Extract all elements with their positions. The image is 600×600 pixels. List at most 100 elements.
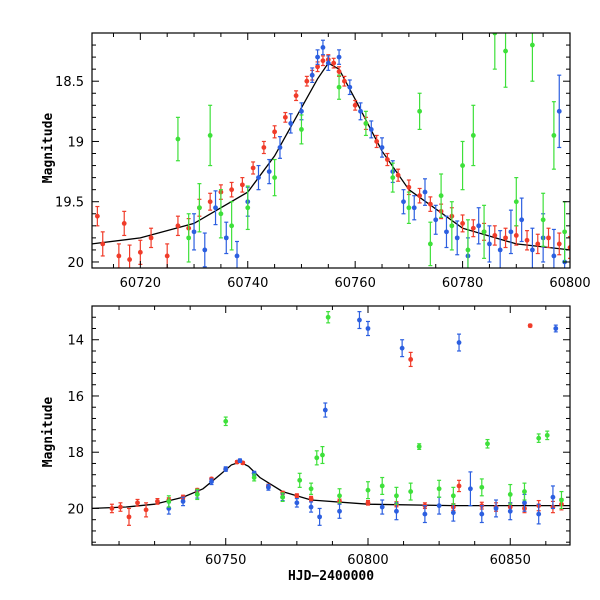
bottom-data-point xyxy=(479,511,485,517)
bottom-data-point xyxy=(317,514,323,520)
top-data-point xyxy=(444,229,449,235)
bottom-x-tick-label: 60850 xyxy=(490,553,531,568)
top-data-point xyxy=(519,217,525,223)
bottom-data-point xyxy=(337,508,342,514)
bottom-plot-frame xyxy=(91,305,571,546)
bottom-data-point xyxy=(522,489,527,494)
bottom-data-point xyxy=(479,484,485,490)
bottom-data-point xyxy=(155,499,160,504)
bottom-data-point xyxy=(365,500,371,506)
top-data-point xyxy=(121,221,127,226)
top-series-2 xyxy=(175,33,568,268)
top-data-point xyxy=(465,247,471,253)
bottom-data-point xyxy=(553,326,559,331)
top-model-curve xyxy=(92,62,570,251)
bottom-plot-area xyxy=(92,311,570,526)
top-data-point xyxy=(336,84,342,90)
top-data-point xyxy=(513,199,519,205)
top-data-point xyxy=(336,54,342,60)
top-data-point xyxy=(379,145,385,150)
bottom-data-point xyxy=(180,499,186,504)
top-data-point xyxy=(245,205,251,211)
bottom-data-point xyxy=(118,504,123,510)
bottom-panel: Magnitude HJD−2400000 60750 60800 60850 14 1… xyxy=(41,305,571,584)
top-data-point xyxy=(556,108,562,114)
top-data-point xyxy=(277,145,283,150)
top-data-point xyxy=(213,205,218,211)
top-x-tick-label: 60800 xyxy=(549,276,590,291)
bottom-data-point xyxy=(399,345,405,351)
top-data-point xyxy=(347,84,353,90)
top-data-point xyxy=(497,247,503,253)
bottom-data-point xyxy=(135,500,140,506)
bottom-data-point xyxy=(166,499,172,504)
bottom-data-point xyxy=(493,506,499,511)
bottom-data-point xyxy=(109,506,115,511)
top-data-point xyxy=(417,108,423,114)
top-data-point xyxy=(288,120,294,126)
bottom-data-point xyxy=(394,493,399,499)
top-data-point xyxy=(374,139,380,144)
top-y-tick-label: 19 xyxy=(67,135,84,150)
top-data-point xyxy=(513,233,519,238)
bottom-data-point xyxy=(408,357,414,362)
bottom-data-point xyxy=(468,486,473,492)
bottom-x-tick-label: 60750 xyxy=(205,553,246,568)
top-data-point xyxy=(164,253,170,259)
top-data-point xyxy=(363,120,369,126)
top-data-point xyxy=(401,199,406,205)
bottom-data-point xyxy=(223,466,229,472)
top-plot-frame xyxy=(91,32,571,269)
top-data-point xyxy=(438,193,444,199)
top-data-point xyxy=(427,241,433,247)
bottom-data-point xyxy=(456,340,462,345)
top-data-point xyxy=(470,225,476,231)
bottom-data-point xyxy=(536,435,542,441)
top-data-point xyxy=(411,205,417,211)
top-data-point xyxy=(358,108,363,114)
top-data-point xyxy=(299,108,304,114)
bottom-data-point xyxy=(527,323,533,329)
top-data-point xyxy=(449,223,455,229)
top-data-point xyxy=(175,223,181,229)
top-y-axis-title: Magnitude xyxy=(41,113,56,184)
top-data-point xyxy=(137,249,143,255)
top-data-point xyxy=(551,133,557,138)
top-data-point xyxy=(293,93,299,99)
bottom-x-tick-label: 60800 xyxy=(347,553,388,568)
top-data-point xyxy=(433,217,439,223)
top-data-point xyxy=(562,229,568,235)
bottom-series-0 xyxy=(109,323,564,526)
bottom-data-point xyxy=(294,500,300,506)
top-series-1 xyxy=(191,39,568,268)
top-data-point xyxy=(551,253,557,259)
top-data-point xyxy=(427,201,433,207)
top-data-point xyxy=(508,229,514,235)
top-data-point xyxy=(476,223,482,229)
top-data-point xyxy=(395,172,401,178)
bottom-data-point xyxy=(322,407,328,413)
bottom-y-tick-label: 18 xyxy=(67,446,84,461)
bottom-data-point xyxy=(507,491,513,497)
bottom-data-point xyxy=(550,494,556,500)
top-data-point xyxy=(503,48,508,54)
bottom-data-point xyxy=(379,483,385,489)
top-data-point xyxy=(272,175,278,181)
bottom-data-point xyxy=(337,493,342,499)
bottom-series-1 xyxy=(166,311,559,526)
bottom-data-point xyxy=(266,484,271,490)
top-data-point xyxy=(94,213,100,219)
bottom-data-point xyxy=(308,504,314,510)
top-data-point xyxy=(315,64,320,70)
bottom-data-point xyxy=(436,486,442,492)
bottom-data-point xyxy=(379,504,385,510)
top-panel: Magnitude 60720 60740 60760 60780 60800 18.5 1… xyxy=(41,32,591,291)
top-data-point xyxy=(266,169,272,174)
top-x-tick-label: 60720 xyxy=(120,276,161,291)
top-data-point xyxy=(299,127,304,132)
bottom-data-point xyxy=(194,491,200,497)
top-data-point xyxy=(336,69,342,74)
top-data-point xyxy=(481,229,487,235)
top-x-tick-label: 60760 xyxy=(334,276,375,291)
top-data-point xyxy=(342,78,347,84)
